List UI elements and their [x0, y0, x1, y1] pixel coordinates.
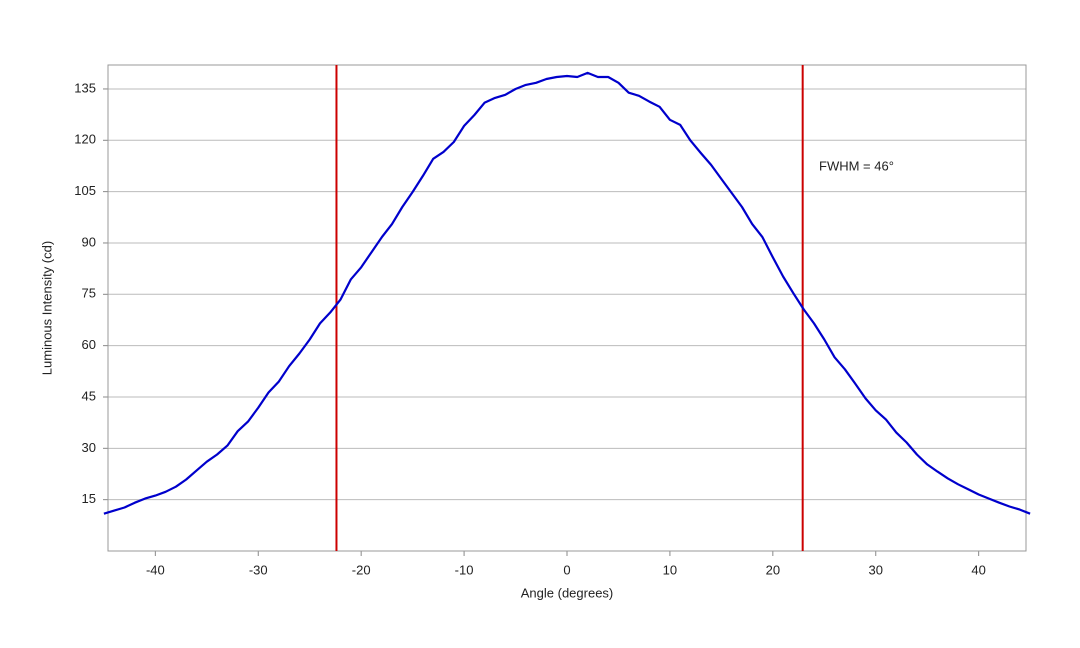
y-tick-label: 15 — [82, 491, 96, 506]
x-tick-label: 10 — [663, 562, 677, 577]
x-tick-label: -20 — [352, 562, 371, 577]
x-tick-label: 20 — [766, 562, 780, 577]
x-axis-label: Angle (degrees) — [521, 585, 614, 600]
x-tick-label: -40 — [146, 562, 165, 577]
x-tick-label: 40 — [971, 562, 985, 577]
annotation: FWHM = 46° — [819, 158, 894, 173]
y-tick-label: 120 — [74, 132, 96, 147]
data-line — [103, 71, 1031, 515]
y-tick-label: 60 — [82, 337, 96, 352]
x-tick-label: -30 — [249, 562, 268, 577]
y-tick-label: 45 — [82, 388, 96, 403]
y-tick-label: 75 — [82, 286, 96, 301]
x-tick-label: -10 — [455, 562, 474, 577]
x-tick-label: 0 — [563, 562, 570, 577]
plot-border — [107, 64, 1027, 552]
y-axis-label: Luminous Intensity (cd) — [39, 241, 54, 375]
y-tick-label: 135 — [74, 80, 96, 95]
y-tick-label: 90 — [82, 234, 96, 249]
y-tick-label: 105 — [74, 183, 96, 198]
y-tick-label: 30 — [82, 440, 96, 455]
x-tick-label: 30 — [869, 562, 883, 577]
